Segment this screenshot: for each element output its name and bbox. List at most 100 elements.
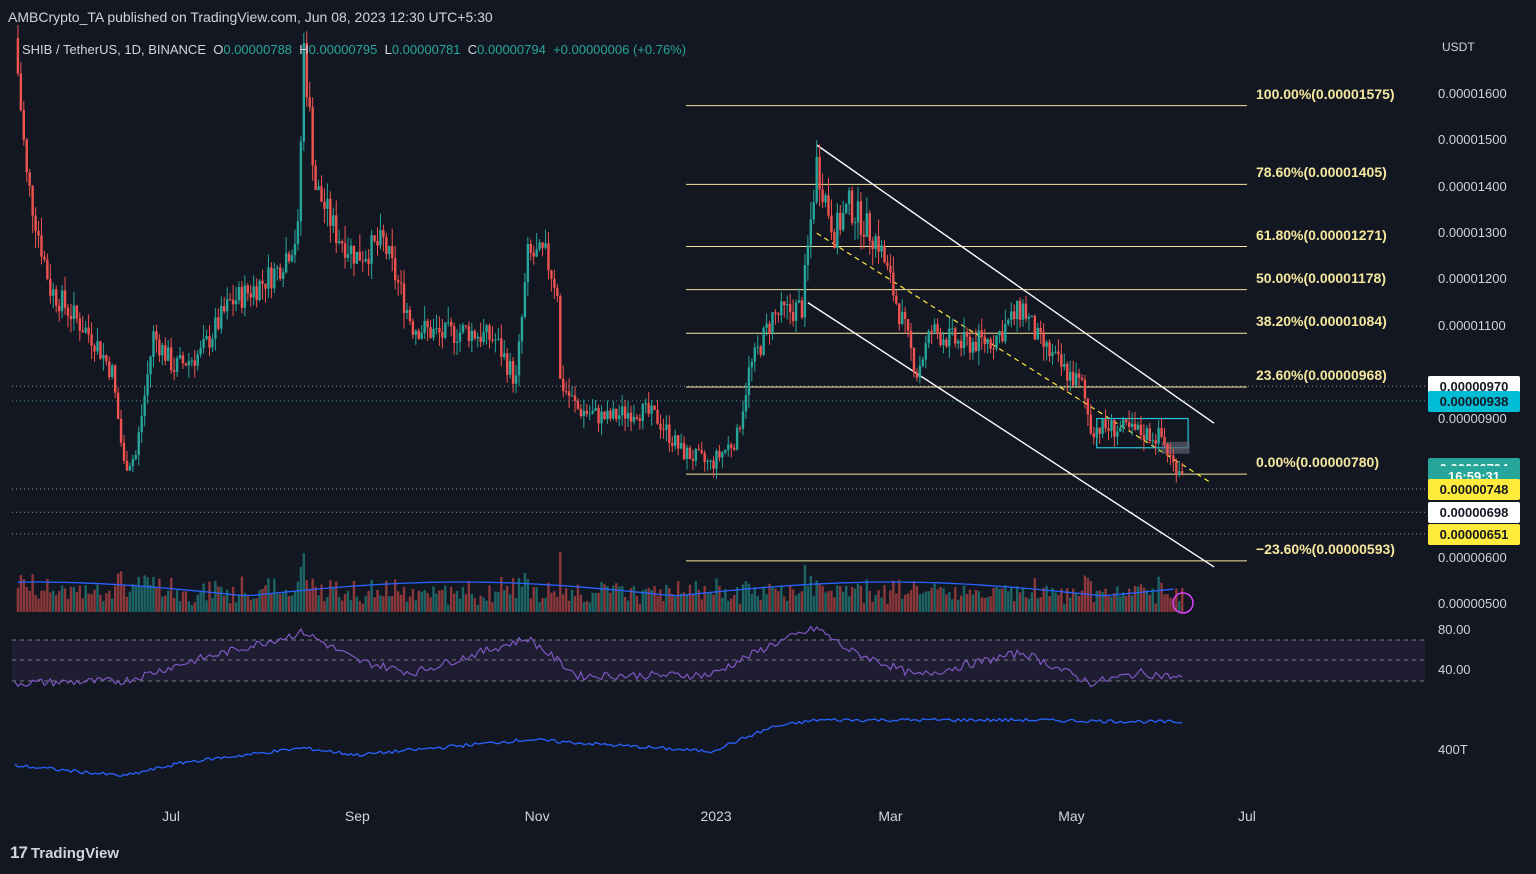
candle-body [273,268,276,289]
volume-bar [1154,603,1157,612]
volume-bar [358,600,362,612]
candle-body [1086,398,1090,415]
x-axis-tick: May [1058,808,1085,824]
volume-bar [470,593,474,612]
volume-bar [968,589,972,612]
candle-body [1057,351,1060,355]
candle-body [500,338,503,358]
candle-body [1172,455,1175,463]
volume-bar [296,581,300,612]
candle-body [564,391,568,393]
candle-body [788,304,792,313]
volume-bar [697,589,700,612]
candle-body [665,424,668,430]
volume-bar [688,584,692,612]
candle-body [320,186,323,202]
volume-bar [526,579,530,612]
volume-bar [494,591,497,612]
candle-body [974,341,978,351]
volume-bar [671,593,674,612]
candle-body [971,341,975,353]
candle-body [1148,428,1151,442]
candle-body [140,416,143,433]
candle-body [771,312,774,333]
candle-body [276,267,279,269]
volume-bar [164,595,167,612]
volume-bar [783,596,786,612]
candle-body [167,347,170,361]
volume-bar [1163,594,1166,612]
y-axis-tick: 0.00001400 [1438,178,1507,194]
candle-body [231,299,235,305]
candle-body [868,213,871,241]
candle-body [376,240,379,246]
volume-bar [258,590,261,612]
candle-body [1154,440,1157,444]
volume-bar [741,584,745,612]
candle-body [249,293,252,298]
candle-body [193,360,196,366]
volume-bar [768,583,771,612]
volume-bar [765,594,768,612]
volume-bar [102,601,105,612]
candle-body [833,232,836,248]
symbol-label[interactable]: SHIB / TetherUS, 1D, BINANCE [22,42,206,57]
candle-body [842,213,845,230]
candle-body [296,221,300,244]
volume-bar [119,571,123,612]
volume-bar [122,584,126,612]
volume-bar [1095,590,1098,612]
candle-body [744,395,748,412]
candle-body [853,222,857,224]
candle-body [161,345,164,356]
volume-bar [1057,594,1060,612]
candle-body [647,403,650,414]
volume-bar [579,594,583,612]
volume-bar [718,585,721,612]
candle-body [125,460,129,471]
volume-bar [615,583,618,612]
candle-body [337,241,341,244]
volume-bar [529,598,532,612]
volume-bar [243,592,247,612]
candle-body [965,331,969,337]
volume-bar [461,587,465,612]
candle-body [208,335,211,348]
volume-bar [261,588,264,612]
candle-body [520,317,524,342]
candle-body [81,330,84,333]
candle-body [903,311,907,320]
candle-body [178,355,182,359]
volume-bar [385,580,388,612]
candle-body [735,427,739,450]
candle-body [812,202,815,220]
candle-body [1089,414,1093,434]
volume-bar [311,578,314,612]
volume-bar [1033,577,1037,612]
candle-body [638,418,642,421]
volume-bar [449,586,453,612]
candle-body [756,346,759,348]
candle-body [927,331,930,344]
volume-bar [786,600,789,612]
volume-bar [155,587,158,612]
volume-bar [735,586,739,612]
volume-bar [1024,597,1028,612]
volume-bar [800,591,804,612]
candle-body [1077,373,1081,378]
candle-body [1060,354,1063,367]
candle-body [281,272,285,279]
candle-body [803,265,807,318]
channel-lower-line [807,302,1215,568]
volume-bar [945,594,948,612]
volume-bar [1110,596,1113,612]
volume-bar [777,591,780,612]
candle-body [205,335,208,340]
candle-body [986,339,989,345]
tradingview-logo[interactable]: 17 TradingView [10,843,119,863]
candle-body [656,409,659,424]
x-axis-tick: 2023 [700,808,732,824]
volume-bar [865,579,869,612]
volume-bar [889,590,892,612]
